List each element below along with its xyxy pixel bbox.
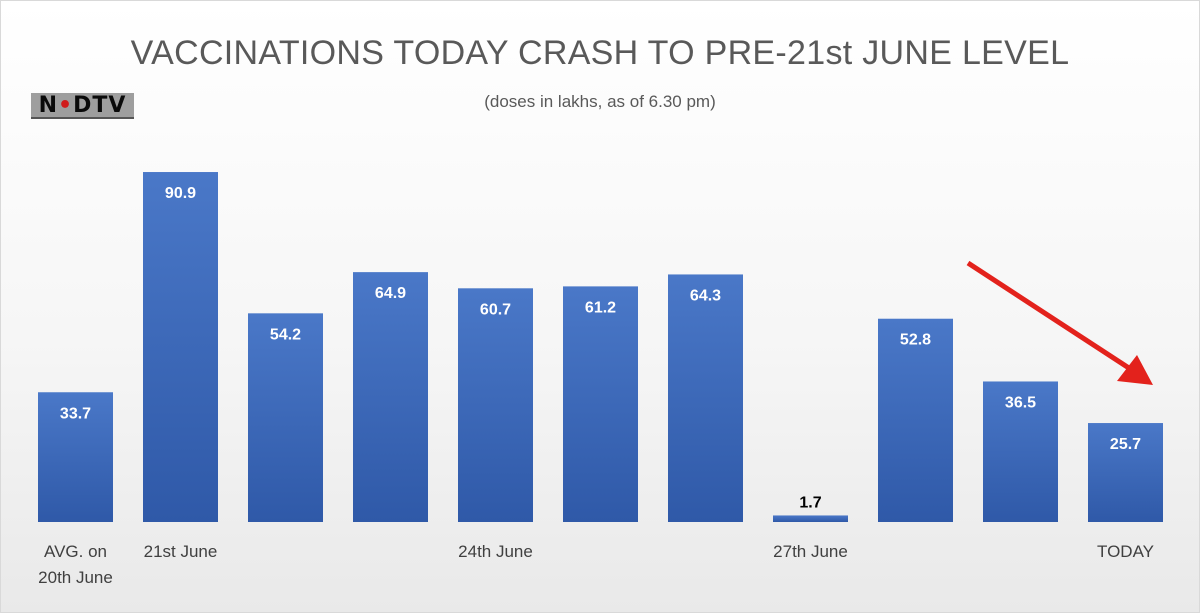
bar-value-label-9: 36.5 [1005, 394, 1036, 411]
chart-title: VACCINATIONS TODAY CRASH TO PRE-21st JUN… [130, 34, 1070, 72]
bar-value-label-6: 64.3 [690, 287, 721, 304]
bar-value-label-1: 90.9 [165, 185, 196, 202]
bar-value-label-4: 60.7 [480, 301, 511, 318]
bar-value-label-7: 1.7 [799, 494, 821, 511]
bar-3 [353, 272, 428, 522]
logo-text-post: DTV [73, 92, 127, 118]
bar-value-label-0: 33.7 [60, 405, 91, 422]
bar-value-label-2: 54.2 [270, 326, 301, 343]
category-label-7-0: 27th June [773, 542, 848, 561]
bar-10 [1088, 423, 1163, 522]
bar-value-label-3: 64.9 [375, 285, 406, 302]
bar-8 [878, 318, 953, 522]
bar-2 [248, 313, 323, 522]
logo-dot: • [58, 92, 74, 118]
arrow-head [1117, 355, 1153, 385]
category-label-1-0: 21st June [144, 542, 218, 561]
bar-9 [983, 381, 1058, 522]
logo-text-pre: N [38, 92, 59, 118]
bar-7 [773, 515, 848, 522]
bar-value-label-8: 52.8 [900, 332, 931, 349]
bar-value-label-10: 25.7 [1110, 436, 1141, 453]
category-label-0-1: 20th June [38, 568, 113, 587]
category-label-0-0: AVG. on [44, 542, 107, 561]
category-label-10-0: TODAY [1097, 542, 1154, 561]
arrow-shaft [966, 260, 1137, 375]
bar-5 [563, 286, 638, 522]
bar-0 [38, 392, 113, 522]
category-label-4-0: 24th June [458, 542, 533, 561]
bar-6 [668, 274, 743, 522]
bar-value-label-5: 61.2 [585, 299, 616, 316]
bar-1 [143, 172, 218, 522]
chart-subtitle: (doses in lakhs, as of 6.30 pm) [484, 92, 716, 111]
bar-4 [458, 288, 533, 522]
ndtv-logo: N • DTV [31, 93, 134, 119]
